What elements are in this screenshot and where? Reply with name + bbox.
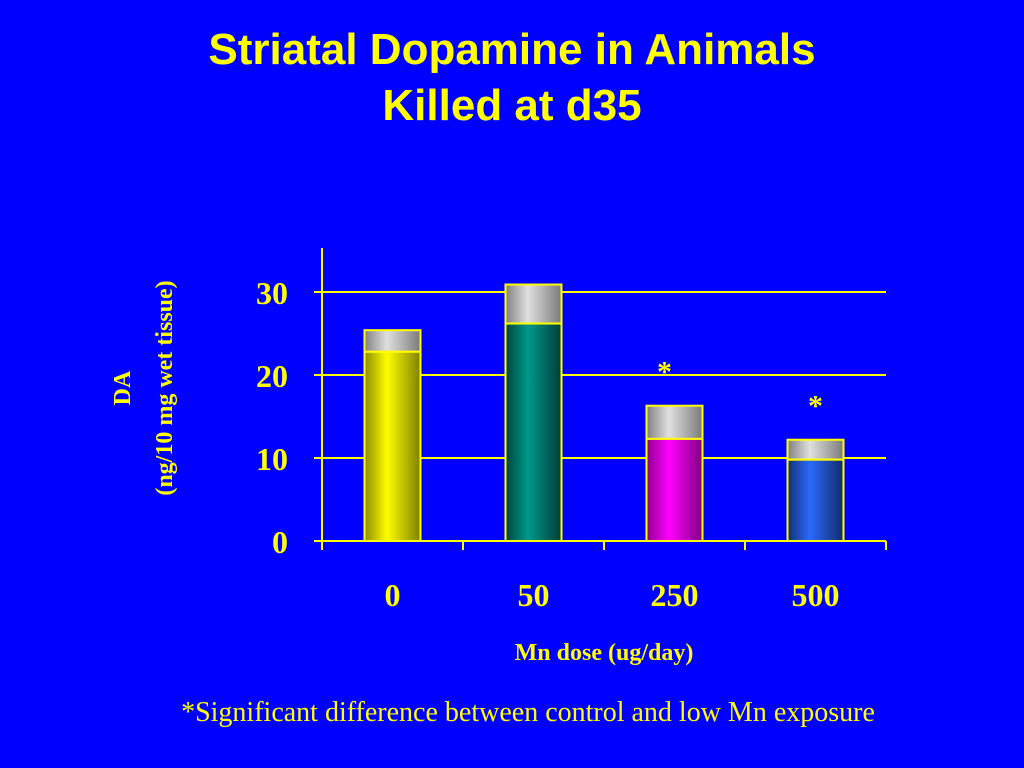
bar-0	[363, 350, 422, 543]
y-axis-label-line2: (ng/10 mg wet tissue)	[152, 280, 178, 495]
y-tick-label: 20	[256, 358, 288, 394]
x-tick-label: 50	[518, 577, 550, 613]
x-tick-label: 0	[385, 577, 401, 613]
error-bar	[786, 438, 845, 461]
footnote: *Significant difference between control …	[181, 697, 875, 728]
x-axis-label: Mn dose (ug/day)	[515, 640, 694, 666]
x-tick-label: 250	[651, 577, 699, 613]
significance-marker: *	[808, 390, 823, 423]
slide-title: Striatal Dopamine in Animals Killed at d…	[0, 22, 1024, 134]
y-tick-label: 10	[256, 441, 288, 477]
error-bar	[645, 404, 704, 440]
y-axis-label-line1: DA	[110, 370, 136, 405]
error-bar	[504, 283, 563, 325]
x-tick-label: 500	[792, 577, 840, 613]
y-tick-label: 30	[256, 275, 288, 311]
y-tick-label: 0	[272, 524, 288, 560]
bar-50	[504, 322, 563, 543]
bar-500	[786, 458, 845, 542]
slide-title-line2: Killed at d35	[382, 81, 642, 130]
error-bar	[363, 329, 422, 353]
bar-250	[645, 437, 704, 542]
slide-title-line1: Striatal Dopamine in Animals	[208, 25, 816, 74]
significance-marker: *	[657, 356, 672, 389]
